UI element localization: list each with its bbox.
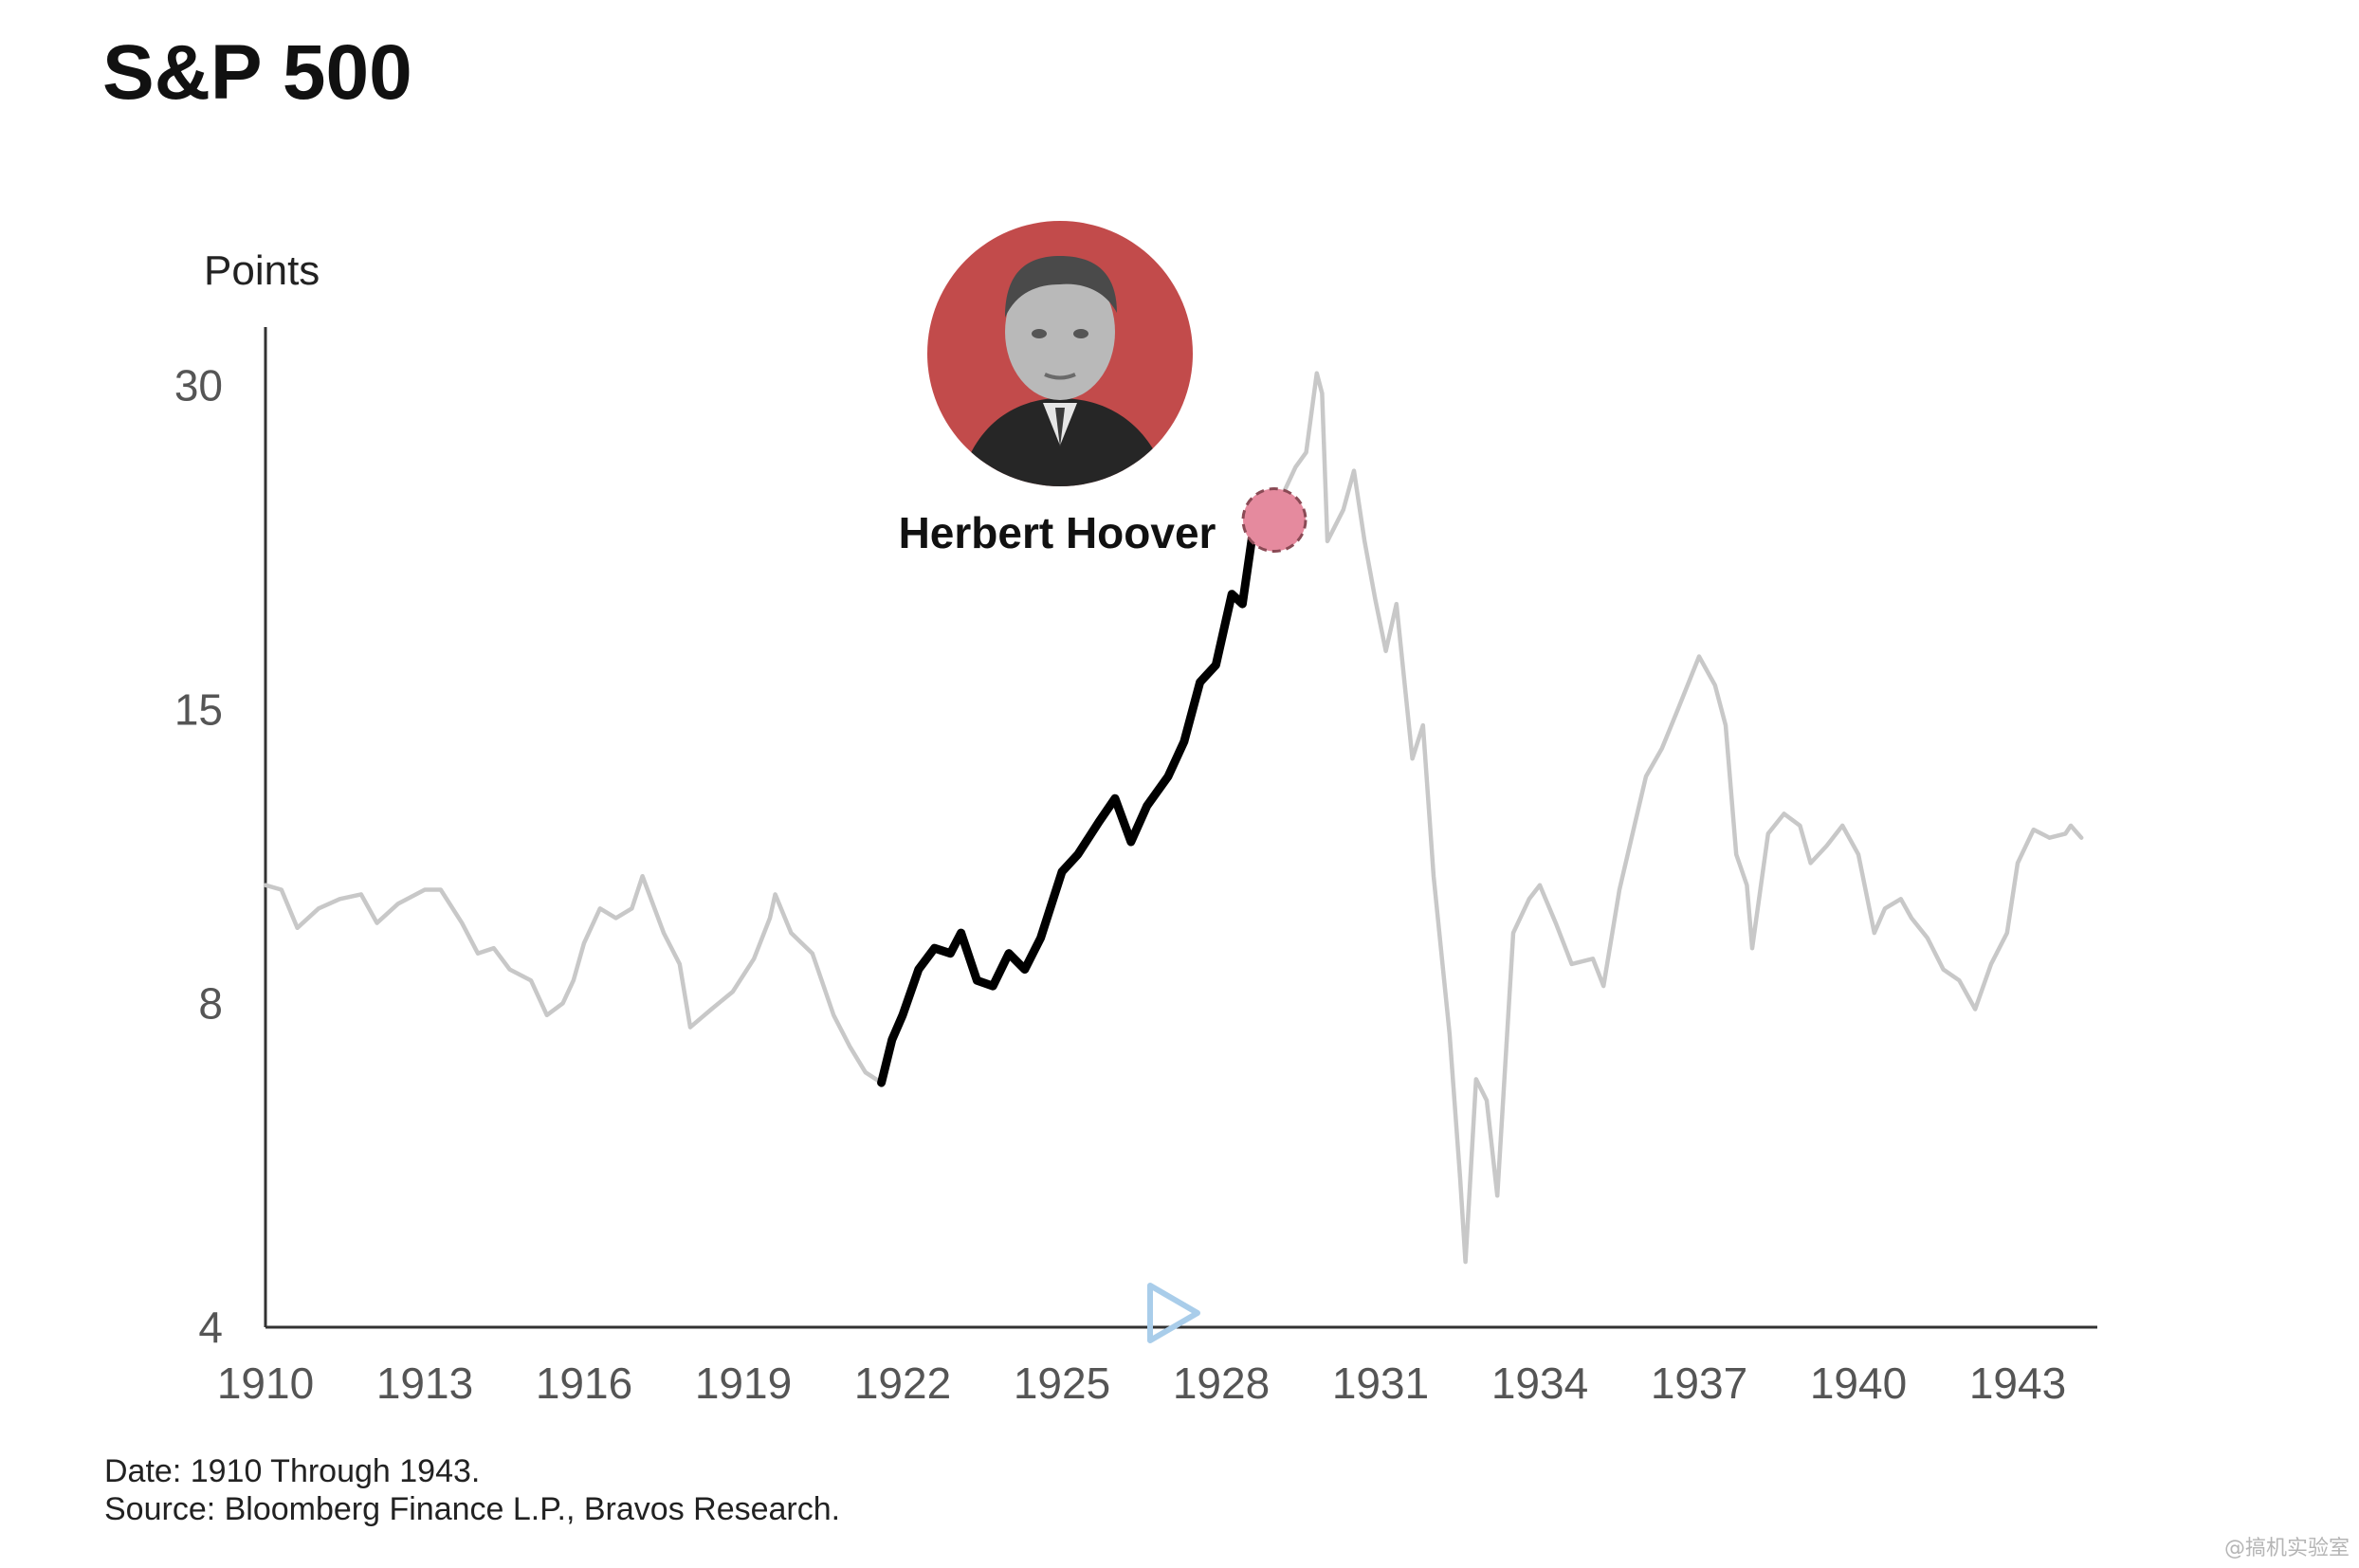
x-tick-label: 1925 [1014,1358,1110,1408]
y-axis-label: Points [204,247,320,294]
y-tick-label: 8 [198,978,223,1028]
highlight-series-line [877,516,1279,1087]
y-axis-ticks: 4 8 15 30 [174,361,223,1352]
hoover-label: Herbert Hoover [899,508,1216,557]
footnote-date: Date: 1910 Through 1943. [104,1453,480,1489]
y-tick-label: 30 [174,361,223,410]
x-tick-label: 1919 [695,1358,792,1408]
x-tick-label: 1922 [854,1358,951,1408]
x-tick-label: 1934 [1491,1358,1588,1408]
y-tick-label: 4 [198,1303,223,1352]
x-tick-label: 1937 [1651,1358,1747,1408]
x-tick-label: 1940 [1810,1358,1907,1408]
x-tick-label: 1916 [536,1358,632,1408]
x-tick-label: 1943 [1969,1358,2066,1408]
hoover-portrait [927,221,1193,486]
chart-title: S&P 500 [102,29,412,116]
play-icon[interactable] [1147,1283,1200,1343]
x-axis-ticks: 1910 1913 1916 1919 1922 1925 1928 1931 1934 1937… [217,1358,2066,1408]
watermark: @搞机实验室 [2224,1537,2350,1560]
x-tick-label: 1913 [376,1358,473,1408]
hoover-marker [1241,487,1308,554]
footnote-source: Source: Bloomberg Finance L.P., Bravos R… [104,1491,840,1527]
x-tick-label: 1931 [1332,1358,1429,1408]
context-series-line [1271,371,2084,1265]
x-tick-label: 1910 [217,1358,314,1408]
x-tick-label: 1928 [1173,1358,1270,1408]
context-series-line [263,873,884,1085]
series-lines [263,371,2084,1265]
y-tick-label: 15 [174,684,223,734]
